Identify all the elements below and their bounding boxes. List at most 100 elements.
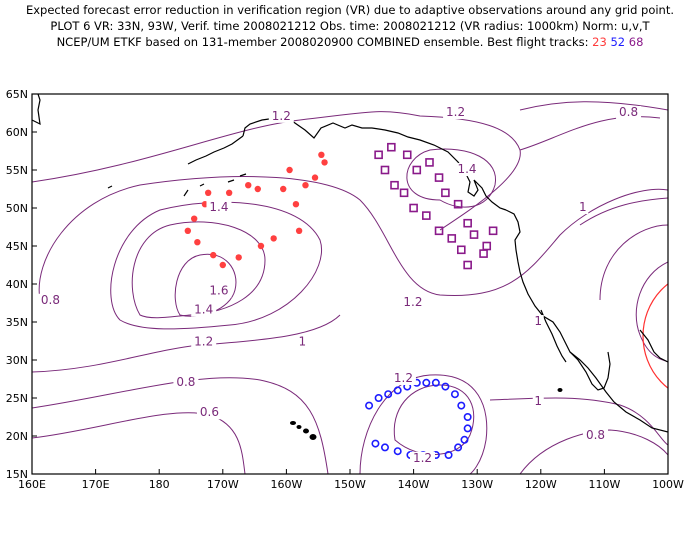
contour-label: 1.2 bbox=[403, 295, 422, 309]
red-track-point bbox=[292, 201, 300, 208]
purple-track-point bbox=[425, 158, 434, 167]
island-hawaii bbox=[296, 425, 302, 429]
blue-track-point bbox=[460, 435, 469, 444]
blue-track-point bbox=[384, 390, 393, 399]
contour-label: 1.4 bbox=[457, 162, 476, 176]
blue-track-point bbox=[374, 393, 383, 402]
contour-line bbox=[579, 197, 668, 226]
contour-label: 1.2 bbox=[194, 335, 213, 349]
contour-label-bg bbox=[582, 429, 608, 443]
track-count-purple: 68 bbox=[628, 35, 644, 49]
contour-label-bg bbox=[206, 284, 232, 298]
map-frame bbox=[31, 93, 669, 475]
contour-line bbox=[38, 176, 668, 301]
island-hawaii bbox=[303, 428, 309, 434]
purple-track-point bbox=[488, 226, 498, 236]
contour-label: 1 bbox=[579, 200, 587, 214]
red-track-point bbox=[235, 254, 242, 261]
purple-track-point bbox=[463, 260, 472, 270]
lat-tick-label: 50N bbox=[6, 202, 28, 215]
lat-tick-label: 15N bbox=[6, 468, 28, 481]
contour-label-bg bbox=[410, 451, 436, 465]
coastline-kamchatka bbox=[32, 94, 41, 126]
contour-label: 1.2 bbox=[413, 451, 432, 465]
lat-tick-label: 35N bbox=[6, 316, 28, 329]
blue-track-point bbox=[450, 390, 459, 399]
contour-label-bg bbox=[443, 106, 469, 120]
red-track-point bbox=[194, 239, 201, 246]
island-guadalupe bbox=[557, 388, 563, 392]
red-track-point bbox=[270, 235, 277, 242]
contour-label: 1.4 bbox=[194, 303, 213, 317]
red-track-point bbox=[295, 227, 303, 234]
purple-track-point bbox=[434, 173, 444, 182]
island-hawaii bbox=[290, 421, 296, 425]
purple-track-point bbox=[441, 188, 450, 198]
lon-tick-label: 110W bbox=[588, 478, 620, 491]
contour-line bbox=[32, 314, 341, 373]
contour-label-bg bbox=[206, 201, 232, 215]
contour-label-bg bbox=[616, 106, 642, 120]
purple-track-point bbox=[456, 245, 466, 255]
blue-track-point bbox=[365, 401, 374, 410]
purple-track-point bbox=[463, 218, 472, 228]
purple-track-point bbox=[409, 203, 418, 213]
lat-tick-label: 40N bbox=[6, 278, 28, 291]
contour-label-bg bbox=[37, 293, 63, 307]
contour-line bbox=[489, 397, 668, 446]
contour-line bbox=[32, 111, 521, 231]
contour-labels: 1.2 1.2 0.8 1.4 1 1.4 1.6 0.8 1.2 1 1.4 1.2 1 1.2 0.8 1… bbox=[37, 105, 642, 465]
lat-tick-label: 65N bbox=[6, 88, 28, 101]
lat-tick-label: 20N bbox=[6, 430, 28, 443]
contour-label-bg bbox=[532, 315, 544, 329]
purple-track-point bbox=[453, 199, 463, 209]
lon-tick-label: 160E bbox=[18, 478, 46, 491]
lat-tick-label: 25N bbox=[6, 392, 28, 405]
contour-line bbox=[393, 384, 475, 455]
purple-track-point bbox=[402, 150, 412, 160]
blue-track-point bbox=[463, 412, 472, 421]
contour-label-bg bbox=[454, 163, 480, 177]
contour-label-bg bbox=[191, 335, 217, 349]
contour-line bbox=[519, 101, 668, 111]
lon-tick-label: 150W bbox=[334, 478, 366, 491]
title-line-3: NCEP/UM ETKF based on 131-member 2008020… bbox=[0, 35, 700, 50]
contour-label: 1 bbox=[534, 314, 542, 328]
contour-label: 0.6 bbox=[200, 405, 219, 419]
lon-tick-label: 180 bbox=[149, 478, 170, 491]
contour-line bbox=[32, 412, 246, 474]
blue-track-point bbox=[441, 382, 450, 391]
blue-track-point bbox=[422, 378, 431, 387]
contour-label-bg bbox=[532, 394, 544, 408]
red-track-point bbox=[321, 159, 328, 166]
red-track-point bbox=[210, 251, 217, 259]
contour-line bbox=[519, 429, 668, 474]
coastline-east-mexico bbox=[639, 329, 668, 363]
blue-track-point bbox=[431, 378, 440, 387]
purple-track-point bbox=[482, 241, 492, 251]
contour-label: 1.2 bbox=[394, 371, 413, 385]
map-axes: 160E 170E 180 170W 160W 150W 140W 130W 120W 110W 1… bbox=[6, 88, 684, 491]
contour-line bbox=[131, 221, 266, 319]
coastline bbox=[32, 94, 668, 433]
lat-tick-label: 55N bbox=[6, 164, 28, 177]
contour-label-bg bbox=[296, 335, 308, 349]
contour-label-bg bbox=[577, 201, 589, 215]
red-track-point bbox=[280, 185, 287, 193]
title-line-3-prefix: NCEP/UM ETKF based on 131-member 2008020… bbox=[56, 35, 589, 49]
contour-label: 0.8 bbox=[41, 293, 60, 307]
purple-track-point bbox=[374, 150, 383, 160]
contour-line bbox=[519, 116, 661, 151]
contour-label-bg bbox=[400, 296, 426, 310]
red-track-point bbox=[204, 189, 212, 196]
contour-label: 1.2 bbox=[272, 109, 291, 123]
lon-tick-label: 160W bbox=[270, 478, 302, 491]
coastline-alaska bbox=[242, 117, 507, 211]
red-track-point bbox=[311, 174, 319, 181]
contour-line bbox=[406, 148, 496, 208]
title-line-1: Expected forecast error reduction in ver… bbox=[25, 3, 675, 17]
contour-label-bg bbox=[390, 372, 416, 386]
purple-track-point bbox=[380, 165, 390, 175]
lon-tick-label: 100W bbox=[652, 478, 684, 491]
blue-track-point bbox=[463, 424, 472, 433]
